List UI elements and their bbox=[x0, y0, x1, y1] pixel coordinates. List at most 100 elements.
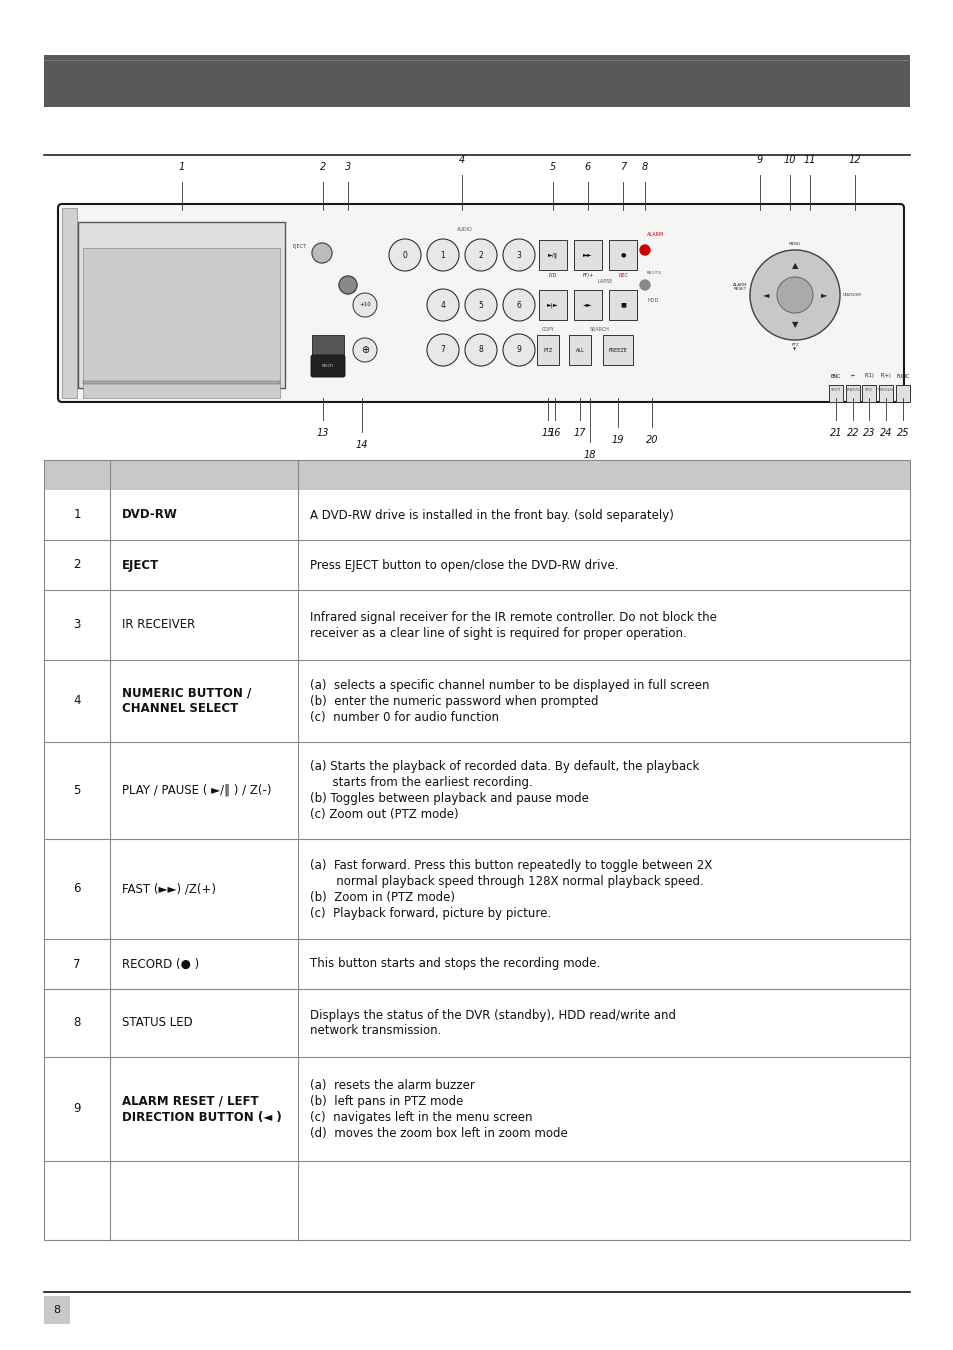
FancyBboxPatch shape bbox=[311, 355, 345, 377]
Circle shape bbox=[464, 239, 497, 271]
Text: EJECT: EJECT bbox=[293, 244, 307, 248]
Text: ◄: ◄ bbox=[761, 290, 768, 300]
Text: 16: 16 bbox=[548, 428, 560, 437]
Text: 3: 3 bbox=[73, 618, 81, 632]
Text: 9: 9 bbox=[756, 155, 762, 165]
Text: 2: 2 bbox=[73, 559, 81, 571]
Circle shape bbox=[749, 250, 840, 340]
Circle shape bbox=[639, 244, 649, 255]
Text: 24: 24 bbox=[879, 428, 891, 437]
Text: LAPSE: LAPSE bbox=[597, 279, 612, 284]
Text: TRIGGER: TRIGGER bbox=[877, 387, 894, 392]
Text: 4: 4 bbox=[440, 301, 445, 309]
Text: ●: ● bbox=[619, 252, 625, 258]
Text: (d)  moves the zoom box left in zoom mode: (d) moves the zoom box left in zoom mode bbox=[310, 1126, 567, 1139]
Circle shape bbox=[427, 333, 458, 366]
Text: ▼: ▼ bbox=[791, 320, 798, 329]
Bar bbox=[608, 240, 637, 270]
Text: starts from the earliest recording.: starts from the earliest recording. bbox=[310, 776, 532, 788]
Text: (a)  Fast forward. Press this button repeatedly to toggle between 2X: (a) Fast forward. Press this button repe… bbox=[310, 859, 712, 872]
Bar bbox=[608, 290, 637, 320]
Text: This button starts and stops the recording mode.: This button starts and stops the recordi… bbox=[310, 957, 599, 971]
Text: 19: 19 bbox=[611, 435, 623, 446]
Text: MENU: MENU bbox=[788, 242, 801, 246]
Text: 25: 25 bbox=[896, 428, 908, 437]
FancyBboxPatch shape bbox=[58, 204, 903, 402]
Text: 18: 18 bbox=[583, 450, 596, 460]
Bar bbox=[862, 385, 875, 402]
Text: RECORD (● ): RECORD (● ) bbox=[122, 957, 199, 971]
Text: 0: 0 bbox=[402, 251, 407, 259]
Text: 2: 2 bbox=[319, 162, 326, 171]
Text: normal playback speed through 128X normal playback speed.: normal playback speed through 128X norma… bbox=[310, 875, 703, 887]
Text: REC: REC bbox=[618, 273, 627, 278]
Text: 5: 5 bbox=[549, 162, 556, 171]
Text: 7: 7 bbox=[440, 346, 445, 355]
Text: 17: 17 bbox=[573, 428, 586, 437]
Circle shape bbox=[502, 239, 535, 271]
Bar bbox=[44, 55, 909, 107]
Text: ALARM: ALARM bbox=[646, 232, 663, 238]
Text: SPOT: SPOT bbox=[830, 387, 841, 392]
Text: 4: 4 bbox=[458, 155, 465, 165]
Bar bbox=[83, 248, 280, 398]
Text: PLAY / PAUSE ( ►/‖ ) / Z(-): PLAY / PAUSE ( ►/‖ ) / Z(-) bbox=[122, 784, 272, 796]
Text: 8: 8 bbox=[73, 1017, 81, 1030]
Text: 10: 10 bbox=[783, 155, 796, 165]
Text: P/D: P/D bbox=[548, 273, 557, 278]
Bar bbox=[78, 221, 285, 387]
Text: EJECT: EJECT bbox=[122, 559, 159, 571]
Circle shape bbox=[427, 239, 458, 271]
Text: 8: 8 bbox=[641, 162, 647, 171]
Text: COPY: COPY bbox=[541, 327, 554, 332]
Bar bbox=[44, 1296, 70, 1324]
Text: 23: 23 bbox=[862, 428, 874, 437]
Circle shape bbox=[464, 289, 497, 321]
Text: 7: 7 bbox=[73, 957, 81, 971]
Text: P(1): P(1) bbox=[863, 374, 873, 378]
Circle shape bbox=[312, 243, 332, 263]
Text: 15: 15 bbox=[541, 428, 554, 437]
Text: FREEZE: FREEZE bbox=[608, 347, 627, 352]
Text: ALL: ALL bbox=[575, 347, 584, 352]
Text: 13: 13 bbox=[316, 428, 329, 437]
Text: (c) Zoom out (PTZ mode): (c) Zoom out (PTZ mode) bbox=[310, 809, 458, 821]
Text: CHANNEL SELECT: CHANNEL SELECT bbox=[122, 702, 238, 716]
Text: 21: 21 bbox=[829, 428, 841, 437]
Circle shape bbox=[639, 279, 649, 290]
Text: ►►: ►► bbox=[582, 252, 592, 258]
Circle shape bbox=[427, 289, 458, 321]
Circle shape bbox=[502, 333, 535, 366]
Bar bbox=[538, 290, 566, 320]
Text: ►/‖: ►/‖ bbox=[547, 252, 558, 258]
Text: 3: 3 bbox=[516, 251, 521, 259]
Bar bbox=[828, 385, 842, 402]
Bar bbox=[574, 290, 601, 320]
Text: (a)  selects a specific channel number to be displayed in full screen: (a) selects a specific channel number to… bbox=[310, 679, 709, 691]
Text: USB: USB bbox=[323, 362, 332, 366]
Text: ALARM
RESET: ALARM RESET bbox=[732, 282, 746, 292]
Text: 5: 5 bbox=[478, 301, 483, 309]
Circle shape bbox=[353, 293, 376, 317]
Text: DVD-RW: DVD-RW bbox=[122, 509, 177, 521]
Text: (c)  navigates left in the menu screen: (c) navigates left in the menu screen bbox=[310, 1111, 532, 1123]
Bar bbox=[312, 335, 344, 355]
Text: ■: ■ bbox=[619, 302, 625, 308]
Text: 4: 4 bbox=[73, 694, 81, 707]
Text: ◄►: ◄► bbox=[582, 302, 592, 308]
Text: FF/+: FF/+ bbox=[581, 273, 593, 278]
Text: STATUS LED: STATUS LED bbox=[122, 1017, 193, 1030]
Text: ►|►: ►|► bbox=[547, 302, 558, 308]
Bar bbox=[895, 385, 909, 402]
Bar bbox=[568, 335, 590, 365]
Text: HDD: HDD bbox=[646, 298, 658, 302]
Text: STD: STD bbox=[864, 387, 872, 392]
Text: IR RECEIVER: IR RECEIVER bbox=[122, 618, 195, 632]
Circle shape bbox=[353, 338, 376, 362]
Text: AUDIO: AUDIO bbox=[456, 227, 473, 232]
Text: 6: 6 bbox=[516, 301, 521, 309]
Circle shape bbox=[502, 289, 535, 321]
Text: 1: 1 bbox=[440, 251, 445, 259]
Text: 20: 20 bbox=[645, 435, 658, 446]
Text: ►: ► bbox=[821, 290, 826, 300]
